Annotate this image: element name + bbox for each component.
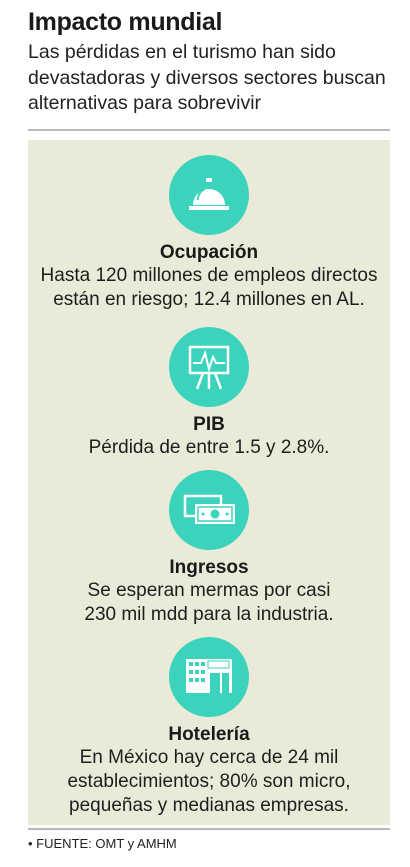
easel-chart-icon (169, 327, 249, 407)
source-note: • FUENTE: OMT y AMHM (28, 836, 177, 851)
item-ocupacion: Ocupación Hasta 120 millones de empleos … (28, 155, 390, 312)
item-ingresos: Ingresos Se esperan mermas por casi 230 … (28, 470, 390, 627)
top-divider (28, 129, 390, 131)
item-pib: PIB Pérdida de entre 1.5 y 2.8%. (28, 327, 390, 460)
page-subtitle: Las pérdidas en el turismo han sido deva… (28, 41, 386, 114)
item-text: Pérdida de entre 1.5 y 2.8%. (88, 437, 330, 458)
banknotes-icon (169, 470, 249, 550)
page-title: Impacto mundial (28, 8, 223, 36)
item-title: PIB (193, 414, 225, 435)
item-text: En México hay cerca de 24 mil establecim… (67, 747, 351, 816)
info-panel: Ocupación Hasta 120 millones de empleos … (28, 140, 390, 825)
item-title: Hotelería (168, 724, 250, 745)
item-title: Ocupación (159, 242, 259, 263)
header: Impacto mundial Las pérdidas en el turis… (28, 6, 398, 117)
item-title: Ingresos (169, 557, 249, 578)
service-bell-icon (169, 155, 249, 235)
item-hoteleria: Hotelería En México hay cerca de 24 mil … (28, 637, 390, 818)
item-text: Hasta 120 millones de empleos directos e… (40, 265, 378, 310)
bottom-divider (28, 828, 390, 830)
hotel-building-icon (169, 637, 249, 717)
item-text: Se esperan mermas por casi 230 mil mdd p… (84, 580, 334, 625)
